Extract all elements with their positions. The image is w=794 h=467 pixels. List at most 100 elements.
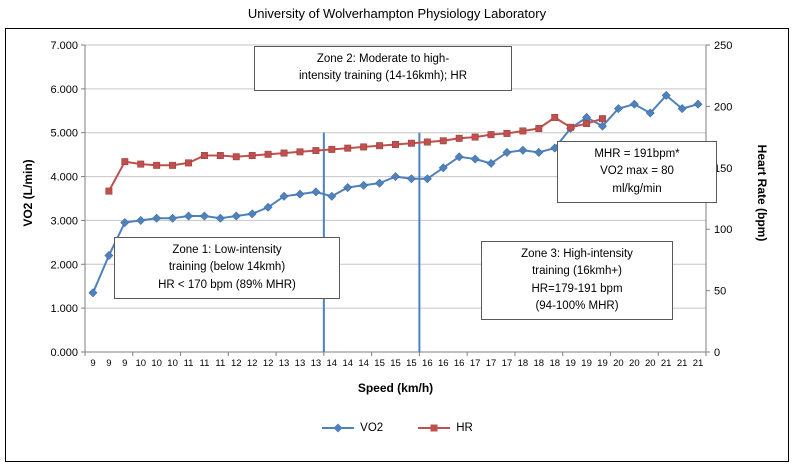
y-tick-label-right: 150	[714, 163, 732, 175]
hr-marker	[121, 158, 129, 166]
hr-marker	[376, 142, 384, 150]
y-axis-ticks: 0.000 1.000 2.000 3.000 4.000 5.000 6.000 7.000…	[50, 40, 732, 359]
x-tick-label: 16	[454, 358, 465, 369]
hr-marker	[280, 149, 288, 157]
vo2-marker	[518, 145, 528, 155]
x-tick-label: 10	[151, 358, 162, 369]
vo2-marker	[183, 211, 194, 221]
vo2-marker	[199, 211, 209, 221]
vo2-marker	[152, 213, 162, 223]
hr-marker	[296, 148, 304, 156]
vo2-marker	[534, 147, 544, 158]
vo2-marker	[502, 147, 512, 158]
vo2-marker	[422, 174, 432, 184]
hr-marker	[328, 145, 336, 153]
hr-line	[108, 116, 603, 192]
y-tick-label-left: 1.000	[50, 303, 78, 315]
x-tick-label: 17	[502, 358, 513, 369]
x-tick-label: 18	[518, 358, 529, 369]
x-tick-label: 20	[645, 358, 656, 369]
y-tick-label-right: 0	[714, 347, 720, 359]
x-tick-label: 18	[549, 358, 560, 369]
y-tick-label-left: 3.000	[50, 215, 78, 227]
y-tick-label-right: 50	[714, 286, 726, 298]
hr-marker	[551, 114, 559, 121]
vo2-marker	[311, 187, 321, 197]
hr-marker	[264, 150, 272, 158]
vo2-marker	[406, 174, 416, 184]
vo2-marker	[263, 202, 273, 212]
x-tick-label: 19	[597, 358, 608, 369]
x-tick-label: 21	[661, 358, 672, 369]
hr-marker	[344, 144, 352, 152]
zone3-annotation-line: Zone 3: High-intensity	[521, 248, 633, 260]
x-tick-label: 12	[231, 358, 242, 369]
y-axis-left-title: VO2 (L/min)	[21, 159, 35, 227]
legend-item-vo2: VO2	[321, 422, 383, 434]
vo2-marker	[136, 215, 146, 225]
vo2-marker	[120, 218, 130, 228]
hr-marker	[169, 161, 177, 169]
y-tick-label-left: 5.000	[50, 128, 78, 140]
hr-marker	[200, 152, 208, 159]
hr-marker	[519, 127, 527, 135]
hr-marker	[137, 160, 145, 168]
zone2-annotation-line: intensity training (14-16kmh); HR	[298, 70, 468, 83]
zone3-annotation-line: (94-100% MHR)	[535, 299, 619, 312]
mhr-annotation-line: VO2 max = 80	[600, 165, 674, 178]
mhr-annotation-line: MHR = 191bpm*	[594, 148, 680, 160]
zone1-annotation-line: Zone 1: Low-intensity	[172, 244, 282, 256]
zone2-annotation-line: Zone 2: Moderate to high-	[316, 53, 450, 65]
vo2-marker	[295, 189, 305, 199]
vo2-marker	[645, 108, 655, 118]
x-tick-label: 14	[358, 358, 369, 369]
hr-marker	[439, 137, 447, 145]
x-tick-label: 13	[311, 358, 322, 369]
vo2-marker	[438, 163, 448, 173]
hr-marker	[312, 147, 320, 155]
zone1-annotation-line: training (below 14kmh)	[168, 261, 286, 274]
y-tick-label-right: 200	[714, 101, 732, 113]
hr-marker	[535, 125, 543, 132]
zone3-annotation: Zone 3: High-intensity training (16kmh+)…	[481, 241, 673, 320]
x-tick-label: 16	[438, 358, 449, 369]
y-tick-label-left: 6.000	[50, 84, 78, 96]
vo2-marker	[375, 178, 385, 188]
chart-title: University of Wolverhampton Physiology L…	[247, 6, 547, 21]
x-tick-label: 11	[199, 358, 209, 369]
x-tick-label: 12	[263, 358, 274, 369]
x-tick-label: 15	[374, 358, 385, 369]
legend-label-vo2: VO2	[360, 422, 384, 434]
y-tick-label-left: 2.000	[50, 259, 78, 271]
x-tick-label: 15	[390, 358, 401, 369]
mhr-annotation-line: ml/kg/min	[612, 182, 662, 195]
vo2-marker	[597, 121, 608, 131]
hr-marker	[583, 120, 591, 128]
hr-marker	[392, 141, 399, 148]
x-tick-label: 9	[106, 358, 111, 369]
x-tick-label: 21	[677, 358, 688, 369]
hr-marker	[455, 134, 463, 142]
x-tick-label: 19	[581, 358, 592, 369]
zone2-annotation: Zone 2: Moderate to high- intensity trai…	[254, 46, 512, 91]
hr-marker	[185, 159, 192, 167]
x-axis-title: Speed (km/h)	[357, 381, 434, 395]
vo2-marker	[247, 209, 257, 219]
zone3-annotation-line: training (16kmh+)	[532, 265, 622, 278]
vo2-marker	[343, 182, 353, 193]
x-tick-label: 11	[184, 358, 194, 369]
x-tick-label: 20	[613, 358, 624, 369]
vo2-series	[88, 90, 703, 298]
x-tick-label: 16	[422, 358, 433, 369]
x-tick-label: 13	[295, 358, 306, 369]
x-tick-label: 14	[327, 358, 338, 369]
legend-label-hr: HR	[456, 422, 473, 434]
vo2-marker	[470, 154, 480, 164]
x-tick-label: 20	[629, 358, 640, 369]
vo2-marker	[215, 213, 225, 223]
hr-marker	[503, 129, 511, 137]
x-tick-label: 13	[279, 358, 290, 369]
x-tick-label: 14	[342, 358, 353, 369]
